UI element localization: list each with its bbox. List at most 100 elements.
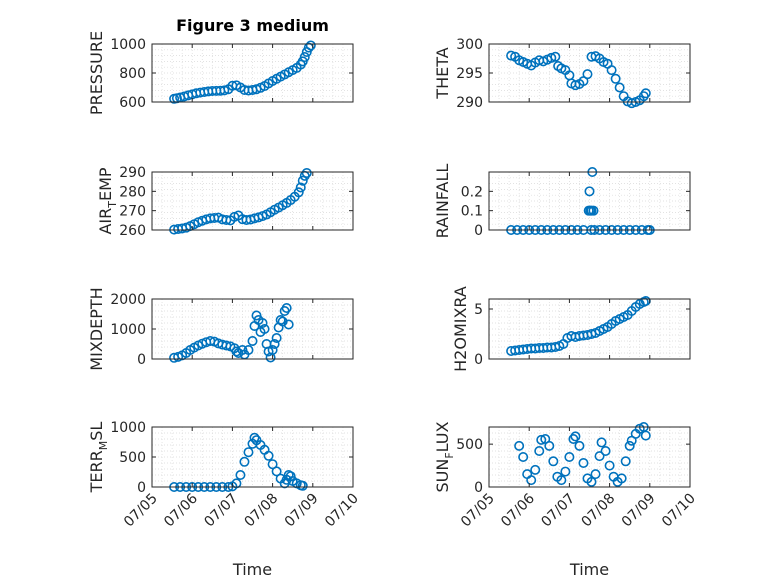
y-tick-label: 290 bbox=[119, 165, 146, 181]
data-point bbox=[249, 432, 260, 443]
y-label-main: RAINFALL bbox=[433, 164, 452, 239]
data-point bbox=[271, 466, 282, 477]
data-point bbox=[263, 450, 274, 461]
x-tick-label: 07/08 bbox=[579, 491, 619, 531]
x-tick-label: 07/09 bbox=[282, 491, 322, 531]
data-point bbox=[582, 69, 593, 80]
data-point bbox=[550, 51, 561, 62]
data-point bbox=[277, 316, 288, 327]
y-axis-label: AIRTEMP bbox=[96, 167, 119, 234]
data-point bbox=[297, 480, 308, 491]
y-label-main: TERR bbox=[87, 450, 106, 493]
data-point bbox=[219, 85, 230, 96]
y-tick-label: 0 bbox=[474, 480, 483, 496]
data-point bbox=[586, 476, 597, 487]
data-point bbox=[570, 431, 581, 442]
data-point bbox=[584, 186, 595, 197]
data-point bbox=[544, 440, 555, 451]
data-point bbox=[536, 434, 547, 445]
y-label-main: AIR bbox=[96, 208, 115, 235]
data-point bbox=[624, 440, 635, 451]
data-point bbox=[237, 344, 248, 355]
x-tick-label: 07/06 bbox=[498, 490, 538, 530]
y-tick-label: 2000 bbox=[110, 292, 146, 308]
data-point bbox=[283, 319, 294, 330]
data-point bbox=[546, 52, 557, 63]
data-point bbox=[640, 430, 651, 441]
data-point bbox=[604, 460, 615, 471]
data-point bbox=[614, 82, 625, 93]
data-point bbox=[606, 65, 617, 76]
axes-box bbox=[151, 171, 354, 231]
data-point bbox=[243, 447, 254, 458]
y-tick-label: 290 bbox=[456, 95, 483, 111]
x-tick-label: 07/05 bbox=[458, 491, 498, 531]
y-label-subscript: T bbox=[106, 201, 119, 209]
y-tick-label: 600 bbox=[119, 95, 146, 111]
data-point bbox=[518, 451, 529, 462]
data-point bbox=[616, 473, 627, 484]
data-point bbox=[574, 440, 585, 451]
y-tick-label: 500 bbox=[456, 437, 483, 453]
y-tick-label: 260 bbox=[119, 223, 146, 239]
y-tick-label: 280 bbox=[119, 184, 146, 200]
y-axis-label: SUNFLUX bbox=[433, 421, 456, 492]
data-point bbox=[271, 332, 282, 343]
axes-box bbox=[488, 171, 691, 231]
data-point bbox=[295, 182, 306, 193]
y-axis-label: MIXDEPTH bbox=[87, 287, 106, 370]
y-tick-label: 0.2 bbox=[461, 184, 483, 200]
y-label-main: THETA bbox=[433, 47, 452, 99]
data-point bbox=[548, 456, 559, 467]
data-point bbox=[590, 469, 601, 480]
data-point bbox=[560, 466, 571, 477]
y-tick-label: 0 bbox=[137, 352, 146, 368]
x-axis-label: Time bbox=[569, 560, 609, 579]
x-tick-label: 07/07 bbox=[201, 491, 241, 531]
data-point bbox=[570, 80, 581, 91]
y-label-tail: LUX bbox=[433, 421, 452, 452]
y-tick-label: 0 bbox=[474, 352, 483, 368]
data-point bbox=[297, 175, 308, 186]
y-axis-label: PRESSURE bbox=[87, 31, 106, 115]
y-label-subscript: F bbox=[443, 452, 456, 458]
x-tick-label: 07/08 bbox=[242, 491, 282, 531]
y-tick-label: 0.1 bbox=[461, 204, 483, 220]
y-axis-label: H2OMIXRA bbox=[451, 286, 470, 372]
x-tick-label: 07/07 bbox=[538, 491, 578, 531]
y-label-main: SUN bbox=[433, 459, 452, 493]
data-point bbox=[506, 50, 517, 61]
data-point bbox=[568, 433, 579, 444]
x-tick-label: 07/09 bbox=[619, 491, 659, 531]
data-point bbox=[588, 205, 599, 216]
data-point bbox=[251, 310, 262, 321]
data-point bbox=[640, 88, 651, 99]
data-point bbox=[259, 323, 270, 334]
axes-box bbox=[488, 426, 691, 488]
data-point bbox=[600, 445, 611, 456]
chart-title: Figure 3 medium bbox=[176, 16, 329, 35]
y-tick-label: 1000 bbox=[110, 37, 146, 53]
y-tick-label: 1000 bbox=[110, 420, 146, 436]
y-label-tail: SL bbox=[87, 422, 106, 441]
y-axis-label: RAINFALL bbox=[433, 164, 452, 239]
y-tick-label: 800 bbox=[119, 66, 146, 82]
data-point bbox=[247, 335, 258, 346]
y-tick-label: 0 bbox=[474, 223, 483, 239]
data-point bbox=[514, 440, 525, 451]
data-point bbox=[620, 456, 631, 467]
subplot-terr_msl: 0 500 1000 07/05 07/06 07/07 07/08 07/09 07/10 Ti… bbox=[87, 420, 362, 579]
data-point bbox=[235, 469, 246, 480]
y-tick-label: 500 bbox=[119, 450, 146, 466]
y-tick-label: 1000 bbox=[110, 322, 146, 338]
axes-box bbox=[488, 298, 691, 360]
y-label-main: H2OMIXRA bbox=[451, 286, 470, 372]
x-tick-label: 07/10 bbox=[322, 491, 362, 531]
y-axis-label: TERRMSL bbox=[87, 422, 110, 494]
